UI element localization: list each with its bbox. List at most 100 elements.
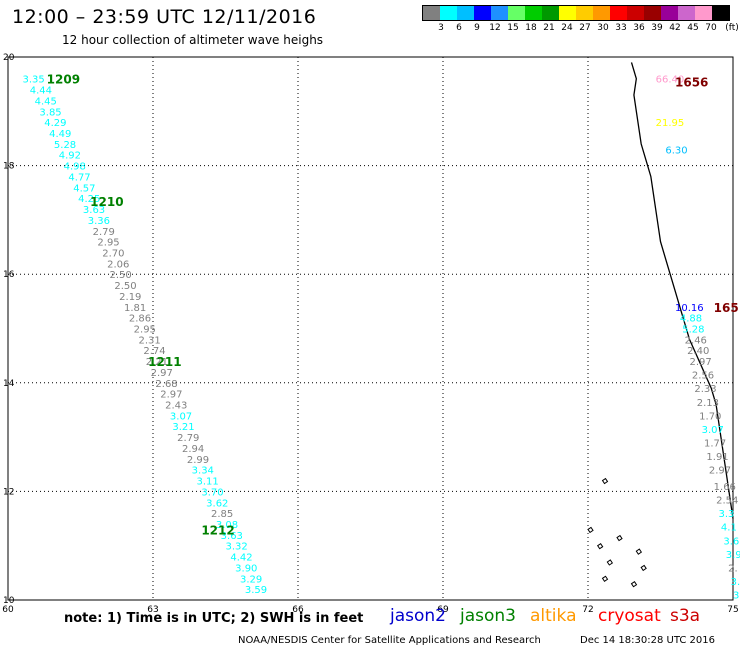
wave-height-value: 3.11 — [197, 477, 219, 488]
pass-time-label: 1656 — [675, 75, 708, 89]
wave-height-value: 2.43 — [165, 401, 187, 412]
legend-swatch — [457, 6, 474, 20]
wave-height-value: 4.88 — [680, 314, 702, 325]
color-legend: 3 6 9 12 15 18 21 24 27 30 33 36 39 42 45 70 (ft) — [422, 5, 739, 35]
wave-height-value: 2.85 — [211, 509, 233, 520]
wave-height-value: 4.57 — [73, 183, 95, 194]
legend-swatch — [423, 6, 440, 20]
legend-swatch — [559, 6, 576, 20]
wave-height-value: 3.70 — [201, 487, 223, 498]
legend-swatch — [712, 6, 729, 20]
y-tick-label: 18 — [3, 162, 15, 172]
island-outline — [601, 477, 609, 485]
y-tick-label: 14 — [3, 379, 15, 389]
wave-height-value: 3.07 — [702, 425, 724, 436]
x-tick-label: 66 — [292, 605, 304, 615]
legend-color-bar — [422, 5, 730, 21]
wave-height-value: 2.99 — [187, 455, 209, 466]
wave-height-value: 3.34 — [192, 466, 214, 477]
legend-label: 30 — [597, 23, 609, 33]
satellite-altika: altika — [530, 606, 577, 626]
legend-swatch — [593, 6, 610, 20]
page-title: 12:00 – 23:59 UTC 12/11/2016 — [12, 6, 317, 28]
wave-height-value: 2.46 — [685, 335, 707, 346]
wave-height-value: 3.63 — [221, 531, 243, 542]
wave-height-value: 3 — [733, 591, 739, 602]
legend-label: 70 — [705, 23, 717, 33]
coastline — [587, 62, 734, 588]
legend-label: 45 — [687, 23, 699, 33]
legend-swatch — [695, 6, 712, 20]
legend-swatch — [508, 6, 525, 20]
page-subtitle: 12 hour collection of altimeter wave hei… — [62, 33, 324, 47]
satellite-s3a: s3a — [670, 606, 701, 626]
wave-height-value: 3.85 — [39, 107, 61, 118]
coastline-path — [630, 62, 734, 519]
x-tick-label: 63 — [147, 605, 158, 615]
wave-height-value: 4.98 — [64, 162, 86, 173]
legend-swatch — [576, 6, 593, 20]
wave-height-value: 2.33 — [694, 384, 716, 395]
legend-swatch — [644, 6, 661, 20]
wave-height-value: 3.90 — [235, 563, 257, 574]
legend-swatch — [627, 6, 644, 20]
wave-height-value: 2.97 — [690, 357, 712, 368]
satellite-cryosat: cryosat — [598, 606, 661, 626]
legend-label: 12 — [489, 23, 501, 33]
wave-height-value: 3.59 — [245, 585, 267, 596]
wave-height-value: 2.74 — [143, 346, 165, 357]
wave-height-value: 1.70 — [699, 411, 721, 422]
wave-height-value: 10.16 — [675, 303, 704, 314]
y-tick-label: 20 — [3, 53, 15, 63]
wave-height-value: 1.66 — [714, 482, 736, 493]
legend-label: 39 — [651, 23, 663, 33]
legend-swatch — [440, 6, 457, 20]
wave-height-value: 21.95 — [656, 118, 685, 129]
legend-swatch — [491, 6, 508, 20]
wave-height-value: 2.79 — [177, 433, 199, 444]
legend-label: 3 — [438, 23, 444, 33]
wave-height-value: 3.3 — [719, 509, 735, 520]
map-border — [7, 56, 734, 601]
y-tick-label: 12 — [3, 487, 14, 497]
legend-swatch — [474, 6, 491, 20]
legend-swatch — [678, 6, 695, 20]
legend-label: 36 — [633, 23, 645, 33]
wave-height-value: 2.50 — [110, 270, 132, 281]
wave-height-value: 3.9 — [726, 550, 740, 561]
pass-time-label: 1212 — [201, 523, 234, 537]
wave-height-value: 3.36 — [88, 216, 110, 227]
wave-height-value: 2.13 — [697, 398, 719, 409]
wave-height-value: 66.40 — [656, 75, 685, 86]
legend-label: 24 — [561, 23, 573, 33]
island-outline — [640, 564, 647, 572]
y-tick-label: 10 — [3, 596, 15, 606]
wave-height-value: 5.28 — [682, 325, 704, 336]
x-tick-label: 60 — [2, 605, 14, 615]
wave-height-value: 3.07 — [170, 411, 192, 422]
island-outline — [596, 543, 604, 550]
legend-swatch — [525, 6, 542, 20]
wave-height-value: 3.08 — [216, 520, 238, 531]
footer-note: note: 1) Time is in UTC; 2) SWH is in fe… — [64, 611, 364, 626]
legend-swatch — [610, 6, 627, 20]
wave-height-value: 3. — [731, 577, 740, 588]
island-outline — [587, 526, 594, 534]
map-grid — [8, 57, 733, 600]
wave-height-value: 2.19 — [119, 292, 141, 303]
legend-label: 27 — [579, 23, 591, 33]
wave-height-value: 3.62 — [206, 498, 228, 509]
axis-tick-labels: 60 63 66 69 72 75 10 12 14 16 18 20 — [2, 53, 738, 615]
wave-height-value: 2.68 — [155, 379, 177, 390]
x-tick-label: 69 — [437, 605, 449, 615]
wave-height-value: 4.42 — [230, 553, 252, 564]
pass-time-label: 165 — [714, 301, 739, 315]
legend-labels: 3 6 9 12 15 18 21 24 27 30 33 36 39 42 45 70 (ft) — [422, 21, 739, 35]
wave-height-value: 4.77 — [68, 172, 90, 183]
wave-height-value: 2.54 — [716, 496, 738, 507]
pass-time-labels: 1209 1210 1211 1212 1656 165 — [47, 73, 739, 538]
satellite-jason3: jason3 — [460, 606, 516, 626]
legend-unit: (ft) — [725, 23, 739, 33]
legend-label: 6 — [456, 23, 462, 33]
wave-height-value: 1.77 — [704, 439, 726, 450]
